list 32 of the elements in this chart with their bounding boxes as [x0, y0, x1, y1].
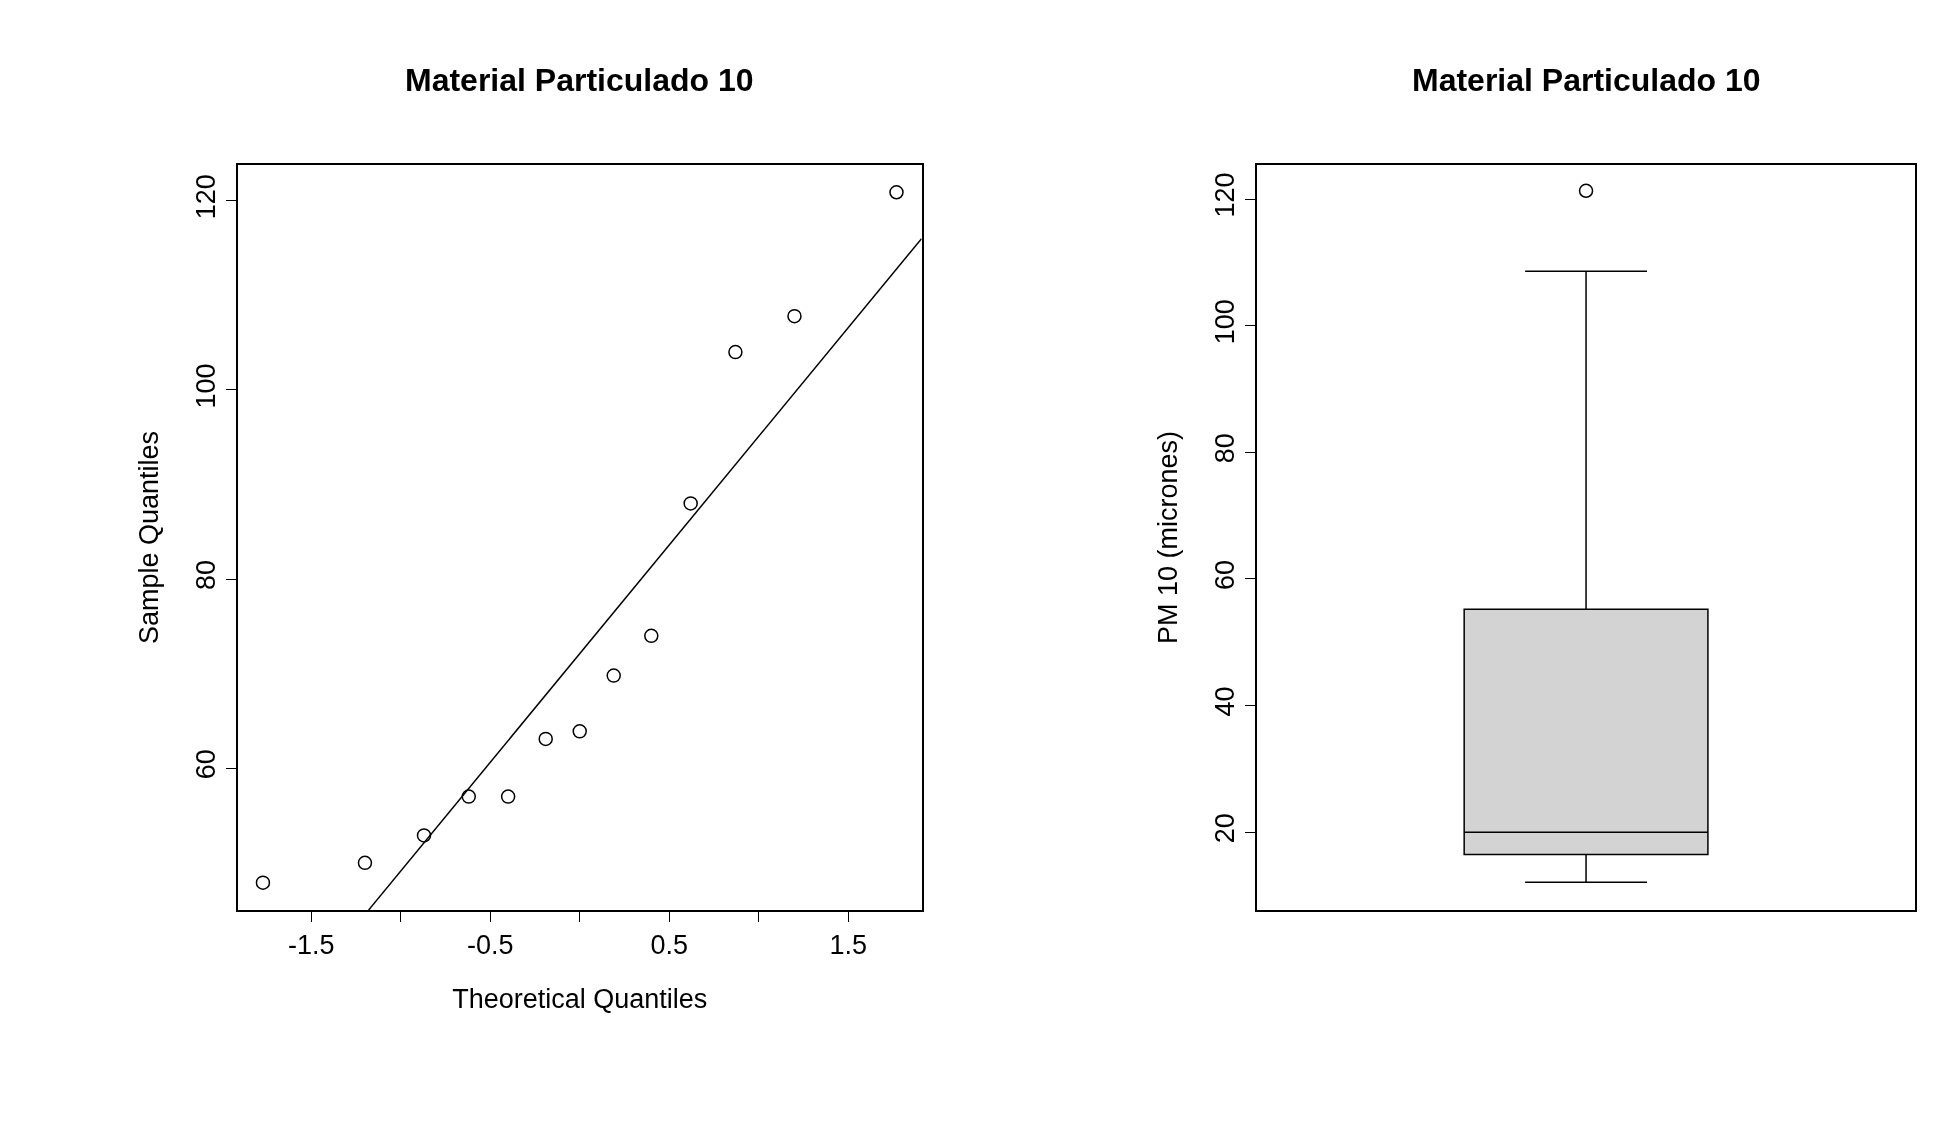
- point: [255, 875, 271, 890]
- point: [461, 789, 476, 804]
- point: [644, 628, 659, 644]
- y-tick-label: 100: [191, 363, 222, 409]
- chart-title: Material Particulado 10: [1412, 62, 1761, 98]
- x-tick-label: -0.5: [466, 930, 514, 961]
- y-tick-label: 20: [1210, 813, 1241, 844]
- y-tick-label: 40: [1210, 686, 1241, 717]
- point: [889, 185, 904, 200]
- y-tick-label: 60: [191, 749, 222, 780]
- point: [357, 855, 373, 871]
- y-tick-label: 60: [1210, 559, 1241, 590]
- point: [728, 344, 743, 360]
- x-axis-title: Theoretical Quantiles: [452, 984, 708, 1015]
- point: [683, 496, 698, 511]
- y-axis-title: Sample Quantiles: [133, 430, 164, 645]
- point: [500, 789, 516, 804]
- x-tick-label: 1.5: [829, 930, 867, 961]
- chart-title: Material Particulado 10: [405, 62, 754, 98]
- point: [787, 308, 802, 324]
- point: [416, 828, 432, 843]
- point: [606, 668, 621, 683]
- y-axis-title: PM 10 (micrones): [1152, 430, 1183, 644]
- point: [572, 724, 587, 739]
- y-tick-label: 80: [191, 560, 222, 591]
- y-tick-label: 100: [1210, 299, 1241, 345]
- x-tick-label: 0.5: [650, 930, 688, 961]
- y-tick-label: 120: [191, 174, 222, 220]
- y-tick-label: 80: [1210, 433, 1241, 464]
- x-tick-label: -1.5: [288, 930, 335, 961]
- y-tick-label: 120: [1210, 172, 1241, 218]
- point: [538, 731, 553, 747]
